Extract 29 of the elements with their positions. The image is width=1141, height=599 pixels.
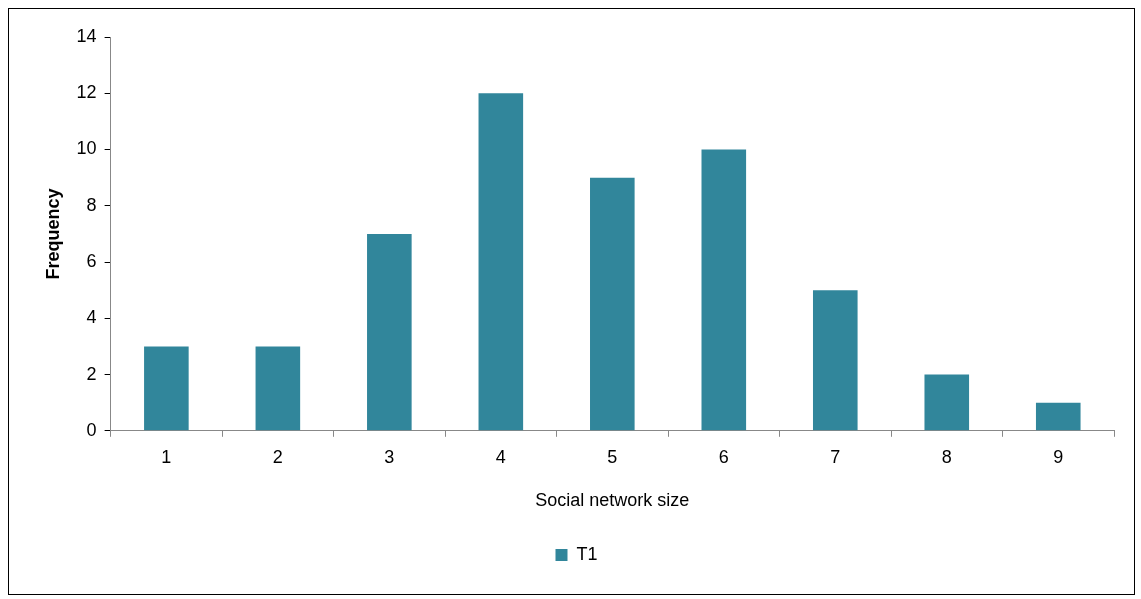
- y-tick-label: 10: [76, 138, 97, 159]
- x-axis-title: Social network size: [535, 490, 690, 511]
- legend-label: T1: [576, 543, 598, 564]
- y-tick-label: 2: [86, 363, 97, 384]
- bar: [812, 290, 858, 431]
- y-tick-label: 0: [86, 419, 97, 440]
- x-tick-label: 4: [495, 446, 506, 467]
- x-tick-label: 1: [161, 446, 172, 467]
- y-axis-title: Frequency: [42, 188, 63, 280]
- bar: [144, 346, 189, 431]
- x-tick-label: 6: [718, 446, 729, 467]
- y-tick-label: 4: [86, 307, 97, 328]
- x-tick-label: 3: [384, 446, 395, 467]
- bar: [701, 149, 747, 431]
- bar: [367, 233, 412, 431]
- bar: [255, 346, 301, 431]
- y-tick-label: 14: [76, 25, 97, 46]
- y-tick-label: 8: [86, 194, 97, 215]
- x-tick-label: 5: [607, 446, 618, 467]
- bar: [924, 374, 970, 431]
- bar: [590, 177, 635, 431]
- x-tick-label: 9: [1053, 446, 1064, 467]
- bar: [1035, 402, 1081, 431]
- x-tick-label: 8: [941, 446, 952, 467]
- y-tick-label: 12: [76, 82, 97, 103]
- y-tick-label: 6: [86, 251, 97, 271]
- bar: [478, 93, 524, 431]
- x-tick-label: 7: [830, 446, 841, 467]
- x-tick-label: 2: [272, 446, 283, 467]
